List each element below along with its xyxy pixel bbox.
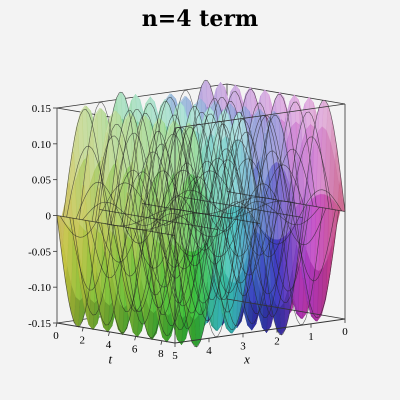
x-tick-label: 3 [240,340,246,352]
t-tick-mark [55,322,58,328]
t-axis-label: t [109,351,113,366]
grid-line [141,203,261,224]
t-tick-label: 6 [132,343,138,355]
z-tick-label: -0.10 [28,282,51,294]
box-edge [56,83,228,109]
t-tick-label: 4 [106,339,112,351]
x-tick-label: 0 [342,326,348,338]
z-tick-label: 0.15 [32,103,52,115]
z-tick-label: -0.15 [28,318,51,330]
box-edge [174,318,346,344]
t-tick-mark [160,340,163,345]
t-tick-mark [134,336,137,341]
grid-line [56,215,176,236]
z-tick-label: 0.10 [32,139,52,151]
z-tick-label: -0.05 [28,246,51,258]
t-tick-label: 8 [158,348,164,360]
box-edge [56,322,176,344]
x-tick-label: 5 [172,350,178,362]
front-frame [56,103,346,344]
grid-line [99,209,218,230]
x-tick-label: 4 [206,345,212,357]
x-tick-label: 2 [274,336,280,348]
t-tick-label: 0 [53,330,59,342]
box-edge [226,298,346,320]
box-edge [174,103,346,129]
x-axis-label: x [243,351,250,366]
t-tick-mark [108,331,110,336]
grid-line [184,197,303,218]
x-tick-label: 1 [308,331,314,343]
surface [56,79,346,348]
t-tick-mark [81,327,84,332]
grid-line [226,191,346,212]
ticks: 0.150.100.050-0.05-0.10-0.150 2 4 6 8 5 4 3 2 1 0t… [28,103,348,366]
t-tick-label: 2 [79,334,85,346]
chart-title: n=4 term [141,6,259,32]
z-tick-label: 0 [46,211,52,223]
z-tick-label: 0.05 [32,175,52,187]
